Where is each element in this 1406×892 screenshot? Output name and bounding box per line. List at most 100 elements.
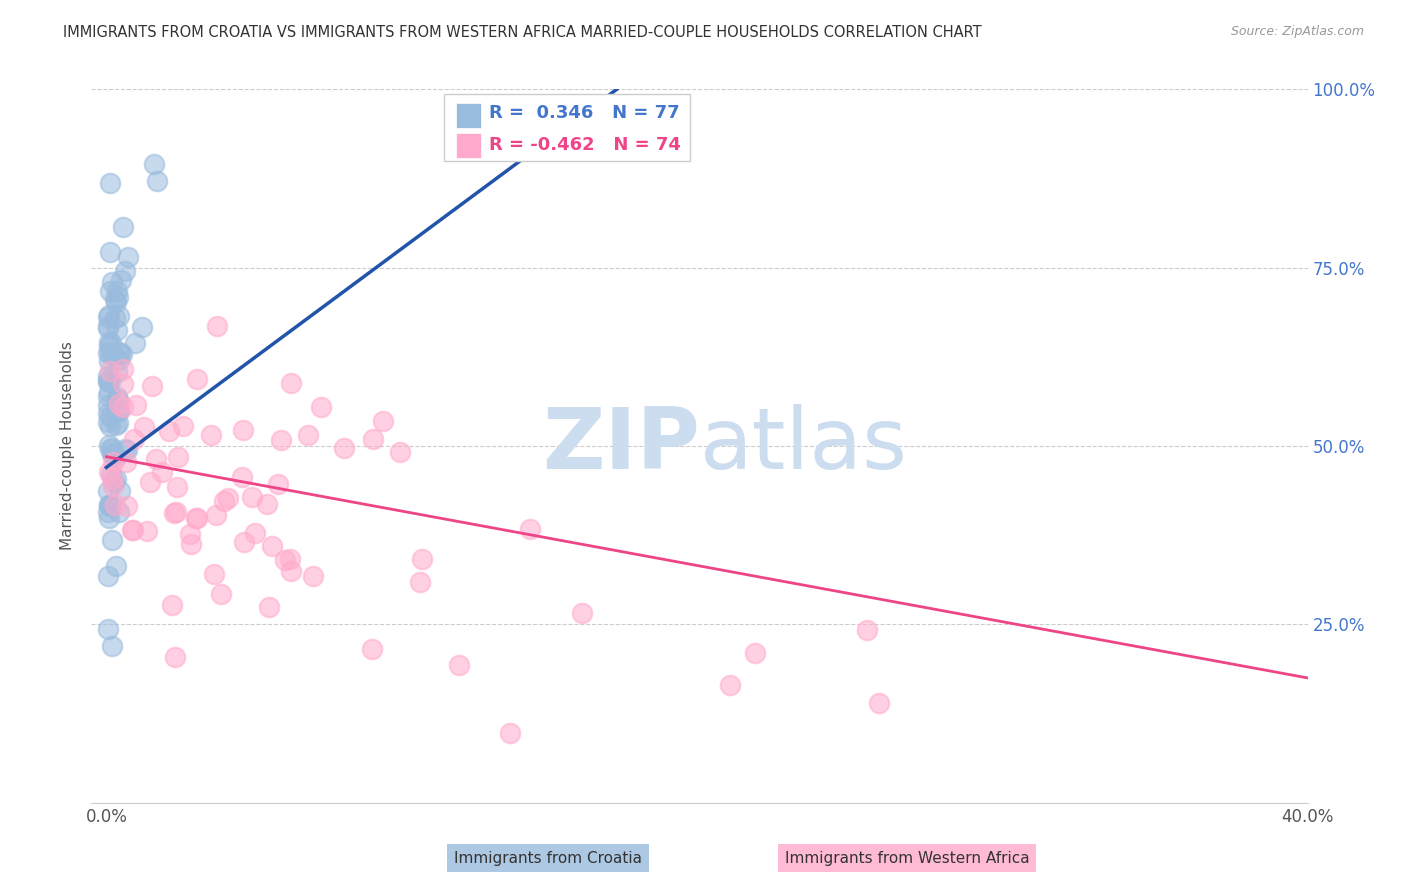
Point xyxy=(200,428,222,442)
Point xyxy=(297,428,319,442)
Point xyxy=(98,510,121,524)
Point xyxy=(107,397,129,411)
Point xyxy=(104,417,127,432)
Point xyxy=(97,368,120,383)
Point xyxy=(107,404,129,418)
Point xyxy=(232,423,254,437)
Point xyxy=(166,450,188,464)
Point xyxy=(98,244,121,259)
Point xyxy=(134,420,156,434)
Point xyxy=(302,569,325,583)
Point xyxy=(107,390,129,404)
Point xyxy=(257,600,280,615)
Point xyxy=(117,250,139,264)
Point xyxy=(163,650,186,665)
Point xyxy=(172,419,194,434)
Point xyxy=(157,424,180,438)
Point xyxy=(105,364,128,378)
Point xyxy=(103,455,125,469)
Point xyxy=(270,433,292,447)
Point xyxy=(97,623,120,637)
Point xyxy=(107,345,129,359)
Point xyxy=(117,443,139,458)
Point xyxy=(202,566,225,581)
Point xyxy=(447,658,470,673)
Point xyxy=(107,323,129,337)
Point xyxy=(868,696,890,710)
Point xyxy=(231,470,253,484)
Point xyxy=(571,606,593,620)
Point xyxy=(166,480,188,494)
Point xyxy=(122,432,145,446)
Point xyxy=(104,310,127,325)
Point xyxy=(333,441,356,455)
Point xyxy=(98,334,121,349)
Point xyxy=(100,447,122,461)
Point xyxy=(101,639,124,653)
Text: IMMIGRANTS FROM CROATIA VS IMMIGRANTS FROM WESTERN AFRICA MARRIED-COUPLE HOUSEHO: IMMIGRANTS FROM CROATIA VS IMMIGRANTS FR… xyxy=(63,25,981,40)
Point xyxy=(108,504,131,518)
Point xyxy=(165,505,187,519)
Point xyxy=(121,524,143,538)
Point xyxy=(105,284,128,298)
Point xyxy=(101,448,124,462)
Point xyxy=(114,442,136,456)
Point xyxy=(97,309,120,323)
Text: Immigrants from Croatia: Immigrants from Croatia xyxy=(454,851,643,865)
Point xyxy=(280,564,302,578)
Point xyxy=(718,678,741,692)
Point xyxy=(98,498,121,512)
Point xyxy=(139,475,162,489)
Point xyxy=(104,472,127,486)
Point xyxy=(111,347,134,361)
Point xyxy=(108,484,131,499)
Point xyxy=(309,401,332,415)
Point xyxy=(186,372,208,386)
Point xyxy=(97,319,120,334)
Point xyxy=(186,511,208,525)
Point xyxy=(100,336,122,351)
Point xyxy=(97,484,120,499)
Point xyxy=(233,535,256,549)
Point xyxy=(97,310,120,324)
Point xyxy=(111,361,134,376)
Point xyxy=(97,388,120,402)
Point xyxy=(98,376,121,390)
Point xyxy=(217,491,239,505)
Point xyxy=(856,623,879,637)
Text: atlas: atlas xyxy=(699,404,907,488)
Point xyxy=(141,379,163,393)
Point xyxy=(98,465,121,479)
Point xyxy=(107,290,129,304)
Point xyxy=(97,374,120,388)
Point xyxy=(110,273,132,287)
Point xyxy=(108,353,131,368)
Point xyxy=(150,465,173,479)
Point xyxy=(97,569,120,583)
Point xyxy=(361,641,384,656)
Point xyxy=(97,406,120,420)
Point xyxy=(111,401,134,415)
Text: Immigrants from Western Africa: Immigrants from Western Africa xyxy=(785,851,1029,865)
Point xyxy=(101,479,124,493)
Point xyxy=(111,377,134,392)
Point xyxy=(101,275,124,289)
Point xyxy=(104,404,127,418)
Point xyxy=(280,376,302,390)
Point xyxy=(499,726,522,740)
Point xyxy=(97,415,120,429)
Point xyxy=(97,505,120,519)
Point xyxy=(124,336,146,351)
Point xyxy=(143,157,166,171)
Point xyxy=(131,319,153,334)
Point xyxy=(145,452,167,467)
Point xyxy=(256,497,278,511)
Point xyxy=(207,318,229,333)
Point xyxy=(361,432,384,446)
Point xyxy=(101,441,124,455)
Point xyxy=(98,176,121,190)
Point xyxy=(98,442,121,456)
Point xyxy=(146,174,169,188)
Point xyxy=(121,523,143,537)
Point xyxy=(101,533,124,547)
